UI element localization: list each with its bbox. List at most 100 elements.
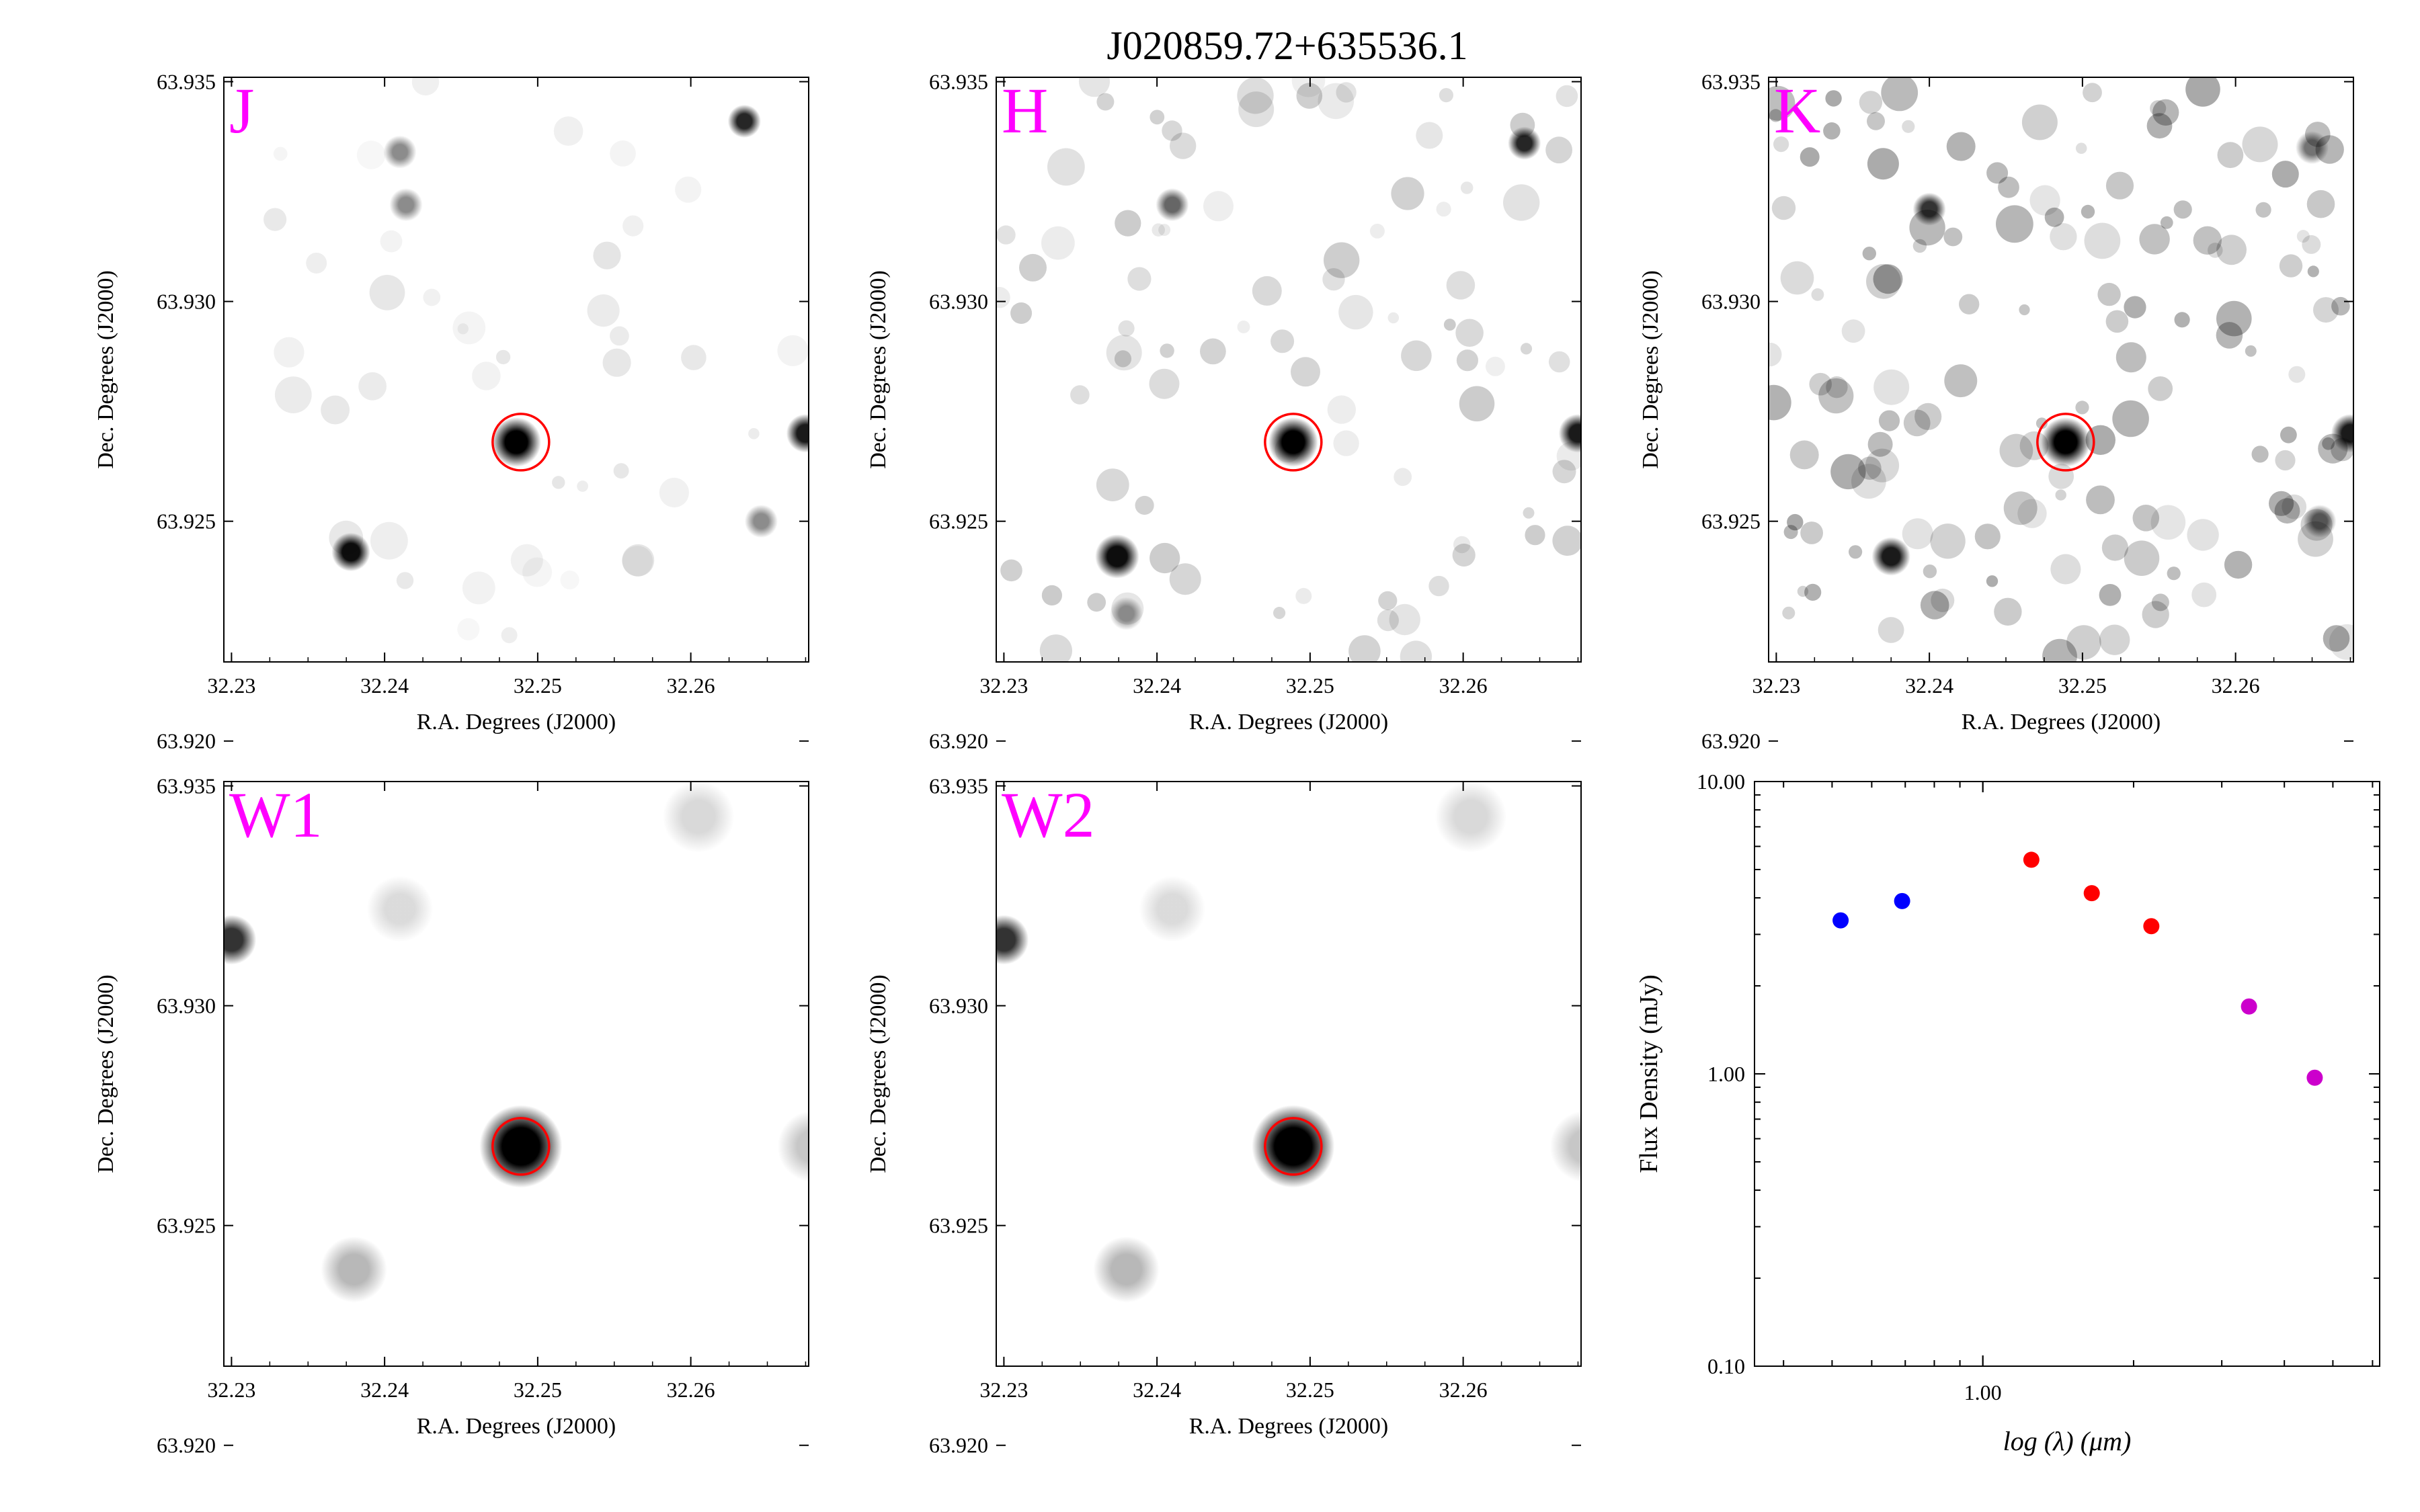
y-tick-label: 63.935 bbox=[1701, 70, 1761, 94]
x-axis-label: R.A. Degrees (J2000) bbox=[1962, 710, 2161, 734]
plot-frame bbox=[996, 781, 1582, 1367]
y-tick-label: 63.920 bbox=[929, 1433, 988, 1458]
x-axis-label: R.A. Degrees (J2000) bbox=[1189, 1414, 1389, 1439]
y-tick-label: 63.925 bbox=[929, 1214, 988, 1238]
star-source bbox=[366, 876, 434, 942]
star-source bbox=[786, 414, 809, 453]
star-source bbox=[1558, 414, 1581, 453]
y-tick-label: 63.935 bbox=[929, 774, 988, 798]
y-tick-label: 63.935 bbox=[157, 70, 216, 94]
x-tick-label: 32.25 bbox=[514, 1378, 562, 1402]
cutout-panel-W2: 32.23 32.24 32.25 32.26 63.920 63.925 63.930 63… bbox=[866, 774, 1582, 1458]
star-source bbox=[1508, 126, 1541, 160]
x-axis-label: R.A. Degrees (J2000) bbox=[1189, 710, 1389, 734]
y-tick-label: 63.925 bbox=[157, 1214, 216, 1238]
x-tick-label: 32.23 bbox=[207, 673, 255, 698]
image-cutout bbox=[996, 782, 1581, 1366]
plot-frame bbox=[223, 781, 809, 1367]
y-tick-label: 63.925 bbox=[157, 509, 216, 534]
sed-y-axis-label: Flux Density (mJy) bbox=[1635, 974, 1663, 1173]
star-source bbox=[2303, 505, 2337, 538]
target-circle bbox=[1264, 413, 1323, 472]
sed-plot-frame bbox=[1754, 781, 2380, 1367]
y-tick-label: 63.930 bbox=[157, 994, 216, 1018]
sed-data-point bbox=[2023, 851, 2040, 868]
x-tick-label: 32.23 bbox=[207, 1378, 255, 1402]
band-label: W1 bbox=[229, 779, 323, 851]
star-source bbox=[321, 1236, 387, 1303]
x-axis-label: R.A. Degrees (J2000) bbox=[417, 710, 616, 734]
image-cutout bbox=[1769, 77, 2353, 662]
star-source bbox=[662, 782, 735, 853]
x-tick-label: 32.25 bbox=[514, 673, 562, 698]
x-tick-label: 32.25 bbox=[2058, 673, 2107, 698]
sed-panel: 0.10 1.00 10.00 1.00 log (λ) (μm) Flux Dens… bbox=[1635, 769, 2380, 1456]
star-source bbox=[777, 1111, 809, 1182]
star-source bbox=[1871, 537, 1910, 576]
x-tick-label: 32.25 bbox=[1286, 1378, 1334, 1402]
target-circle bbox=[491, 1117, 551, 1176]
x-tick-label: 32.26 bbox=[1439, 1378, 1488, 1402]
band-label: W2 bbox=[1002, 779, 1095, 851]
star-source bbox=[383, 135, 417, 169]
star-source bbox=[744, 505, 778, 538]
band-label: H bbox=[1002, 75, 1048, 146]
sed-y-tick-label: 10.00 bbox=[1697, 769, 1745, 794]
sed-data-point bbox=[2241, 998, 2257, 1015]
y-tick-label: 63.930 bbox=[929, 994, 988, 1018]
x-tick-label: 32.26 bbox=[1439, 673, 1488, 698]
sed-x-axis-label: log (λ) (μm) bbox=[2003, 1426, 2132, 1456]
star-source bbox=[996, 915, 1029, 965]
image-cutout bbox=[224, 77, 809, 662]
band-label: J bbox=[229, 75, 254, 146]
plot-frame bbox=[996, 77, 1582, 663]
image-cutout bbox=[996, 77, 1581, 662]
star-source bbox=[491, 417, 541, 467]
y-tick-label: 63.920 bbox=[157, 729, 216, 753]
y-tick-label: 63.920 bbox=[157, 1433, 216, 1458]
star-source bbox=[1093, 1236, 1160, 1303]
y-axis-label: Dec. Degrees (J2000) bbox=[93, 270, 118, 469]
x-tick-label: 32.23 bbox=[979, 673, 1028, 698]
y-axis-label: Dec. Degrees (J2000) bbox=[866, 270, 891, 469]
x-tick-label: 32.25 bbox=[1286, 673, 1334, 698]
sed-data-point bbox=[2306, 1069, 2323, 1086]
x-tick-label: 32.26 bbox=[667, 673, 715, 698]
plot-frame bbox=[223, 77, 809, 663]
x-tick-label: 32.24 bbox=[1133, 673, 1181, 698]
plot-frame bbox=[1768, 77, 2354, 663]
star-source bbox=[2295, 131, 2329, 165]
star-source bbox=[1549, 1111, 1581, 1182]
image-cutout bbox=[224, 782, 809, 1366]
band-label: K bbox=[1774, 75, 1820, 146]
y-tick-label: 63.930 bbox=[1701, 290, 1761, 314]
x-tick-label: 32.24 bbox=[1133, 1378, 1181, 1402]
sed-data-point bbox=[1894, 892, 1910, 909]
y-axis-label: Dec. Degrees (J2000) bbox=[1638, 270, 1663, 469]
x-tick-label: 32.24 bbox=[360, 1378, 409, 1402]
star-source bbox=[1139, 876, 1206, 942]
cutout-panel-K: 32.23 32.24 32.25 32.26 63.920 63.925 63.930 63… bbox=[1638, 70, 2354, 753]
star-source bbox=[1156, 188, 1189, 222]
star-source bbox=[1435, 782, 1507, 853]
cutout-panel-J: 32.23 32.24 32.25 32.26 63.920 63.925 63.930 63… bbox=[93, 70, 809, 753]
star-source bbox=[1268, 417, 1318, 467]
y-tick-label: 63.935 bbox=[157, 774, 216, 798]
y-tick-label: 63.925 bbox=[1701, 509, 1761, 534]
star-source bbox=[1095, 534, 1139, 579]
star-source bbox=[727, 104, 761, 138]
figure-title: J020859.72+635536.1 bbox=[1106, 24, 1467, 68]
star-source bbox=[331, 532, 370, 572]
y-tick-label: 63.935 bbox=[929, 70, 988, 94]
star-source bbox=[2040, 417, 2091, 467]
x-axis-label: R.A. Degrees (J2000) bbox=[417, 1414, 616, 1439]
star-source bbox=[389, 188, 423, 222]
y-tick-label: 63.925 bbox=[929, 509, 988, 534]
star-source bbox=[224, 915, 257, 965]
x-tick-label: 32.24 bbox=[1905, 673, 1953, 698]
y-axis-label: Dec. Degrees (J2000) bbox=[93, 974, 118, 1173]
cutout-panel-W1: 32.23 32.24 32.25 32.26 63.920 63.925 63.930 63… bbox=[93, 774, 809, 1458]
star-source bbox=[1912, 192, 1946, 226]
target-circle bbox=[491, 413, 551, 472]
